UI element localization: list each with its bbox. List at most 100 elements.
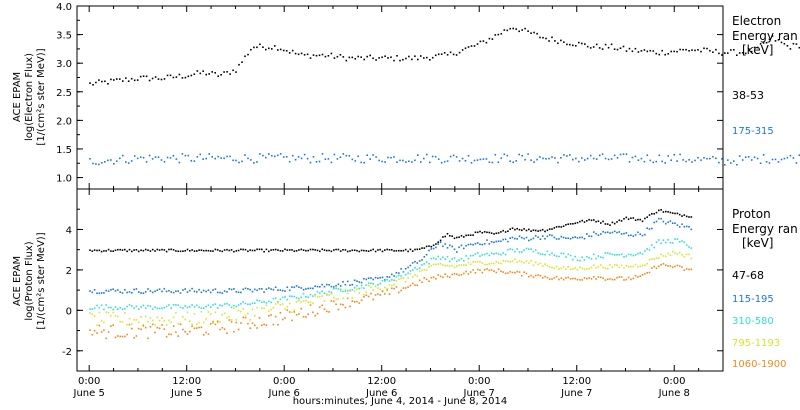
data-point [476, 260, 479, 263]
data-point [604, 43, 607, 46]
data-point [335, 248, 337, 251]
data-point [507, 249, 509, 251]
data-point [379, 282, 381, 285]
data-point [309, 57, 312, 59]
data-point [712, 155, 714, 158]
data-point [665, 255, 667, 258]
data-point [548, 253, 551, 256]
data-point [124, 335, 126, 338]
data-point [558, 255, 560, 258]
data-point [100, 320, 103, 322]
data-point [327, 55, 330, 57]
data-point [418, 248, 421, 250]
electron-legend-title-1: Electron [732, 14, 781, 28]
data-point [685, 225, 688, 228]
data-point [381, 290, 384, 293]
data-point [558, 225, 560, 228]
data-point [628, 161, 631, 163]
data-point [539, 253, 542, 255]
data-point [460, 257, 463, 260]
data-point [330, 300, 333, 302]
data-point [426, 56, 428, 59]
data-point [369, 54, 371, 57]
data-point [473, 45, 476, 47]
data-point [574, 255, 576, 258]
data-point [121, 321, 124, 323]
data-point [270, 308, 272, 311]
data-point [667, 265, 669, 267]
data-point [199, 153, 202, 156]
data-point [263, 250, 265, 253]
data-point [640, 157, 643, 160]
data-point [312, 311, 314, 314]
data-point [240, 322, 242, 324]
data-point [393, 156, 395, 158]
data-point [738, 52, 741, 54]
x-tick-label-time: 0:00 [663, 376, 685, 387]
data-point [449, 260, 451, 263]
data-point [586, 277, 588, 280]
data-point [314, 285, 316, 287]
data-point [518, 153, 520, 156]
data-point [676, 253, 679, 255]
data-point [493, 262, 495, 265]
data-point [193, 306, 196, 308]
data-point [472, 269, 474, 271]
data-point [259, 153, 261, 155]
data-point [476, 231, 479, 234]
data-point [321, 248, 323, 251]
data-point [339, 288, 342, 291]
data-point [178, 73, 181, 76]
data-point [388, 276, 391, 278]
data-point [211, 71, 213, 73]
data-point [500, 270, 502, 273]
data-point [416, 248, 419, 251]
data-point [637, 231, 639, 234]
data-point [586, 233, 588, 235]
data-point [741, 159, 744, 161]
data-point [351, 249, 354, 252]
data-point [133, 307, 135, 309]
data-point [586, 220, 588, 222]
data-point [544, 237, 546, 240]
data-point [423, 263, 426, 265]
data-point [339, 303, 342, 306]
data-point [691, 161, 693, 163]
data-point [133, 155, 136, 157]
data-point [554, 40, 556, 42]
data-point [688, 50, 690, 52]
data-point [678, 251, 681, 254]
data-point [326, 294, 328, 296]
data-point [263, 323, 265, 326]
data-point [190, 160, 193, 162]
data-point [360, 299, 363, 302]
x-tick-label-time: 0:00 [273, 376, 295, 387]
data-point [662, 263, 665, 265]
data-point [507, 272, 509, 274]
data-point [446, 275, 449, 278]
data-point [281, 296, 284, 299]
data-point [400, 268, 402, 270]
data-point [291, 49, 294, 52]
data-point [421, 264, 423, 266]
data-point [346, 297, 349, 300]
data-point [336, 158, 339, 160]
data-point [351, 283, 354, 286]
data-point [506, 154, 509, 157]
data-point [112, 308, 114, 311]
data-point [482, 158, 485, 160]
data-point [607, 158, 610, 161]
data-point [679, 153, 681, 156]
data-point [242, 316, 244, 319]
data-point [110, 306, 112, 309]
data-point [156, 248, 159, 251]
data-point [534, 229, 537, 232]
data-point [525, 272, 528, 275]
data-point [202, 158, 204, 160]
data-point [417, 58, 419, 61]
data-point [147, 304, 149, 307]
data-point [688, 268, 690, 271]
data-point [342, 249, 344, 251]
x-tick-label-time: 0:00 [78, 376, 100, 387]
